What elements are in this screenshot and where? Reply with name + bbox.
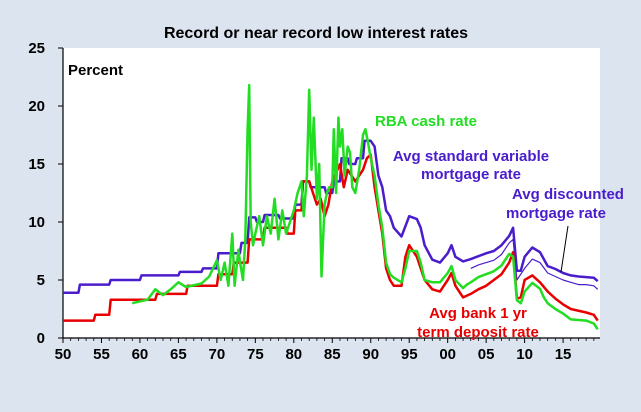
label-term-deposit-line2: term deposit rate — [417, 324, 539, 341]
x-tick-label: 95 — [401, 346, 418, 363]
y-tick-label: 10 — [28, 214, 45, 231]
x-tick-label: 15 — [555, 346, 572, 363]
x-tick-label: 85 — [324, 346, 341, 363]
label-discounted-line1: Avg discounted — [512, 186, 624, 203]
y-tick-label: 25 — [28, 40, 45, 57]
x-tick-label: 60 — [132, 346, 149, 363]
x-tick-label: 50 — [55, 346, 72, 363]
x-tick-label: 55 — [93, 346, 110, 363]
y-axis-unit-label: Percent — [68, 62, 123, 79]
series-lines — [63, 83, 599, 330]
x-tick-label: 70 — [209, 346, 226, 363]
series-line-2 — [470, 238, 599, 290]
series-line-0 — [131, 83, 599, 330]
chart-title: Record or near record low interest rates — [164, 25, 468, 42]
label-rba-cash-rate: RBA cash rate — [375, 113, 477, 130]
label-discounted-line2: mortgage rate — [506, 205, 606, 222]
label-term-deposit-line1: Avg bank 1 yr — [429, 305, 527, 322]
x-tick-label: 75 — [247, 346, 264, 363]
x-tick-label: 05 — [478, 346, 495, 363]
discounted-pointer-line — [560, 225, 569, 273]
y-tick-label: 15 — [28, 156, 45, 173]
series-line-1 — [63, 139, 599, 295]
y-tick-label: 5 — [37, 272, 45, 289]
y-tick-label: 20 — [28, 98, 45, 115]
y-tick-label: 0 — [37, 330, 45, 347]
x-tick-label: 00 — [439, 346, 456, 363]
x-tick-label: 65 — [170, 346, 187, 363]
x-tick-label: 10 — [516, 346, 533, 363]
label-svr-line1: Avg standard variable — [393, 148, 549, 165]
x-tick-label: 90 — [362, 346, 379, 363]
x-tick-label: 80 — [285, 346, 302, 363]
label-svr-line2: mortgage rate — [421, 166, 521, 183]
